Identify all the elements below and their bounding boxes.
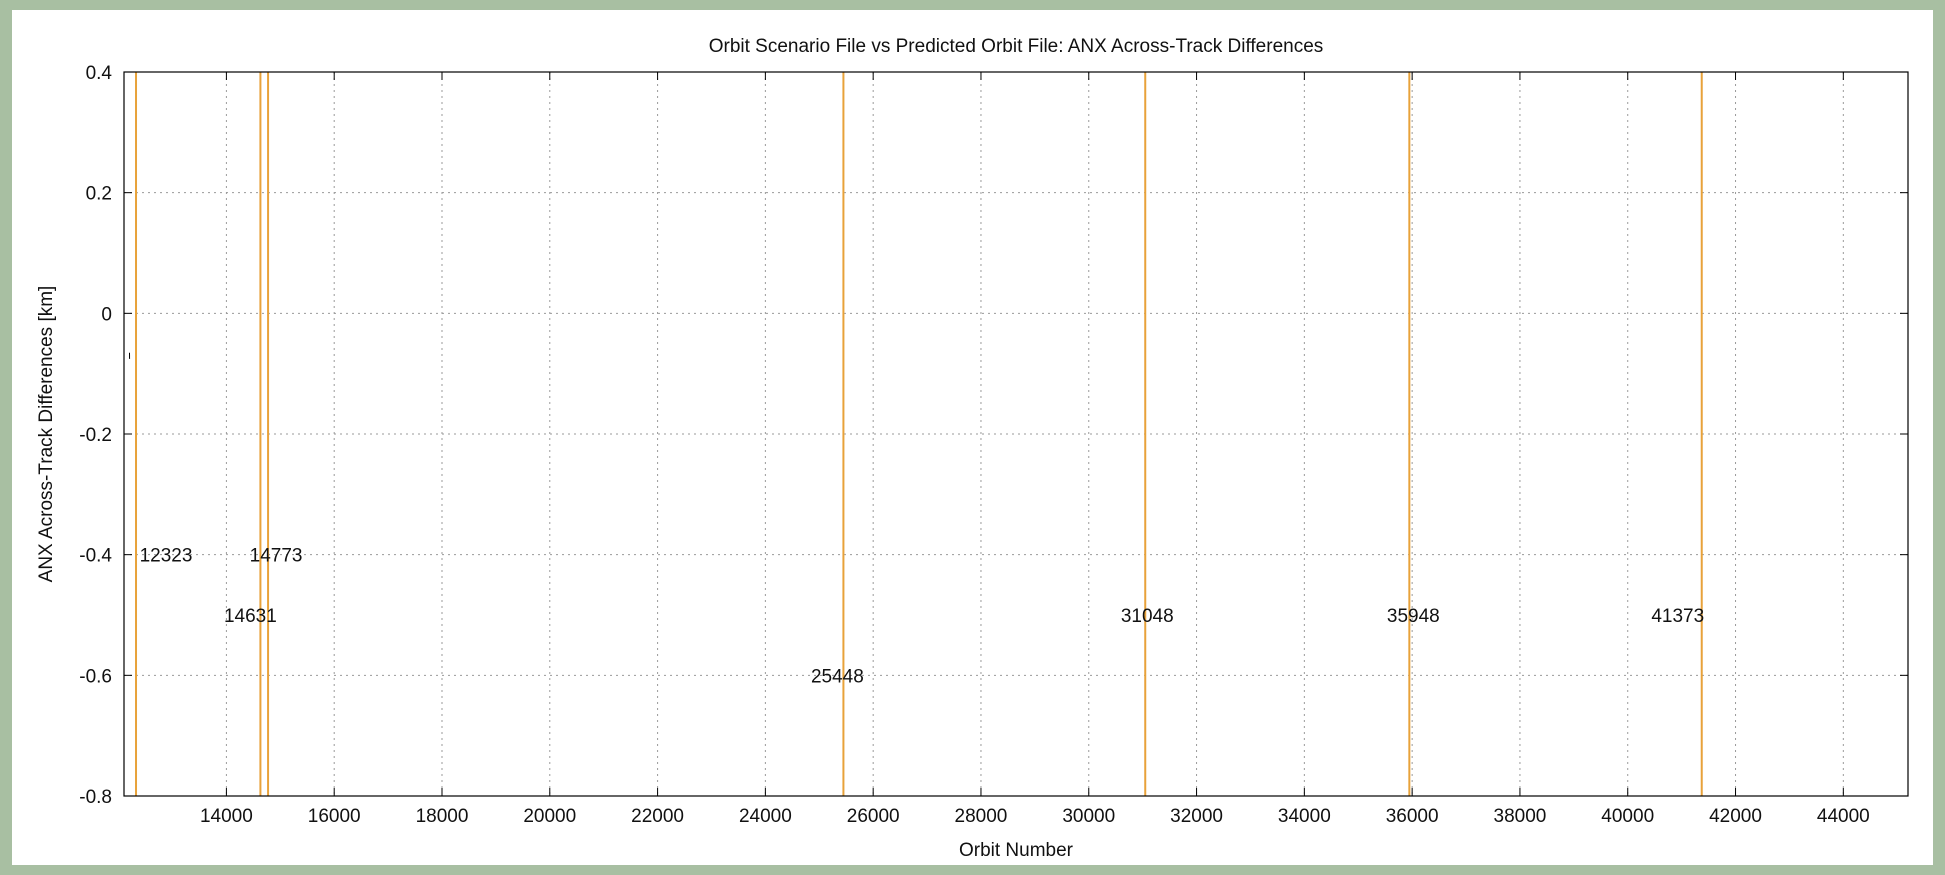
event-label: 41373 [1651,606,1704,627]
x-tick-label: 14000 [200,806,253,827]
x-tick-label: 32000 [1170,806,1223,827]
y-tick-label: -0.6 [79,666,112,687]
x-tick-label: 30000 [1062,806,1115,827]
x-tick-label: 40000 [1601,806,1654,827]
x-tick-label: 44000 [1817,806,1870,827]
event-label: 14631 [224,606,277,627]
x-tick-label: 24000 [739,806,792,827]
x-tick-label: 42000 [1709,806,1762,827]
chart-title: Orbit Scenario File vs Predicted Orbit F… [709,36,1324,57]
x-tick-label: 34000 [1278,806,1331,827]
scatter-chart: 14000 16000 18000 20000 22000 24000 26000 28000… [36,36,1909,861]
x-tick-label: 22000 [631,806,684,827]
y-tick-label: -0.4 [79,546,112,567]
y-tick-label: 0.4 [86,63,113,84]
y-tick-label: -0.2 [79,425,112,446]
grid-layer [124,72,1908,796]
x-tick-label: 38000 [1494,806,1547,827]
y-tick-label: 0.2 [86,184,112,205]
x-tick-label: 18000 [416,806,469,827]
event-labels: 12323 14631 14773 25448 31048 35948 41373 [140,546,1705,688]
event-lines [135,72,1703,796]
y-tick-label: -0.8 [79,787,112,808]
y-axis-label: ANX Across-Track Differences [km] [36,286,57,583]
event-label: 35948 [1387,606,1440,627]
x-tick-label: 28000 [955,806,1008,827]
chart-frame: 14000 16000 18000 20000 22000 24000 26000 28000… [12,10,1933,865]
event-label: 31048 [1121,606,1174,627]
plot-border [123,71,1909,797]
tick-layer: 14000 16000 18000 20000 22000 24000 26000 28000… [79,63,1908,827]
event-label: 14773 [250,546,303,567]
x-tick-label: 16000 [308,806,361,827]
x-tick-label: 36000 [1386,806,1439,827]
x-tick-label: 20000 [523,806,576,827]
x-axis-label: Orbit Number [959,840,1074,861]
y-tick-label: 0 [101,304,112,325]
event-label: 25448 [811,666,864,687]
event-label: 12323 [140,546,193,567]
x-tick-label: 26000 [847,806,900,827]
